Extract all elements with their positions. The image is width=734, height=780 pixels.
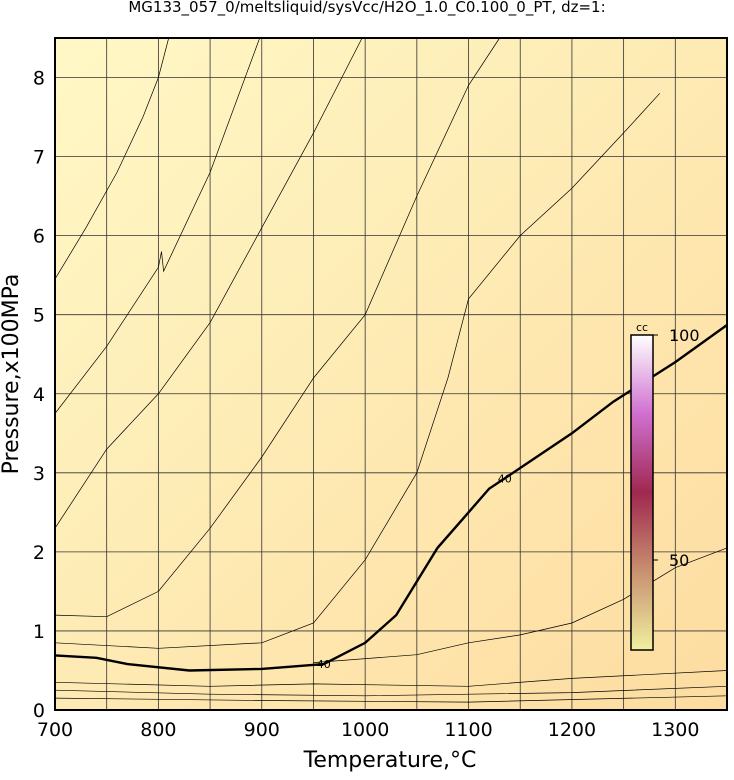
x-tick-label: 800 — [140, 719, 176, 741]
contour-line — [54, 685, 728, 697]
x-axis-label: Temperature,°C — [303, 748, 477, 773]
contour-line — [54, 695, 728, 703]
y-tick-label: 2 — [33, 542, 45, 564]
x-tick-label: 1200 — [548, 719, 596, 741]
contour-label: 40 — [498, 472, 512, 485]
y-tick-label: 0 — [33, 700, 45, 722]
y-tick-label: 5 — [33, 305, 45, 327]
y-tick-label: 7 — [33, 147, 45, 169]
y-tick-label: 8 — [33, 68, 45, 90]
x-tick-label: 1100 — [444, 719, 492, 741]
y-tick-label: 3 — [33, 463, 45, 485]
plot-background — [55, 38, 727, 710]
contour-line — [313, 547, 728, 663]
chart-title: MG133_057_0/meltsliquid/sysVcc/H2O_1.0_C… — [128, 0, 605, 17]
colorbar-tick-label: 50 — [669, 551, 689, 570]
x-tick-label: 900 — [244, 719, 280, 741]
x-tick-label: 1300 — [651, 719, 699, 741]
colorbar-label: cc — [636, 321, 648, 334]
y-tick-label: 4 — [33, 384, 45, 406]
x-tick-label: 1000 — [341, 719, 389, 741]
y-axis-label: Pressure,x100MPa — [0, 274, 24, 475]
plot-frame — [54, 37, 728, 711]
y-tick-label: 6 — [33, 226, 45, 248]
colorbar — [630, 334, 654, 651]
contour-line — [54, 37, 170, 280]
contour-line — [54, 37, 363, 529]
contour-label: 40 — [317, 658, 331, 671]
contour-line — [54, 670, 728, 687]
contour-line — [54, 93, 661, 649]
colorbar-tick-label: 100 — [669, 326, 700, 345]
contour-line — [54, 324, 728, 672]
y-tick-label: 1 — [33, 621, 45, 643]
contour-line — [54, 37, 261, 414]
x-tick-label: 700 — [37, 719, 73, 741]
contour-line — [54, 37, 500, 618]
